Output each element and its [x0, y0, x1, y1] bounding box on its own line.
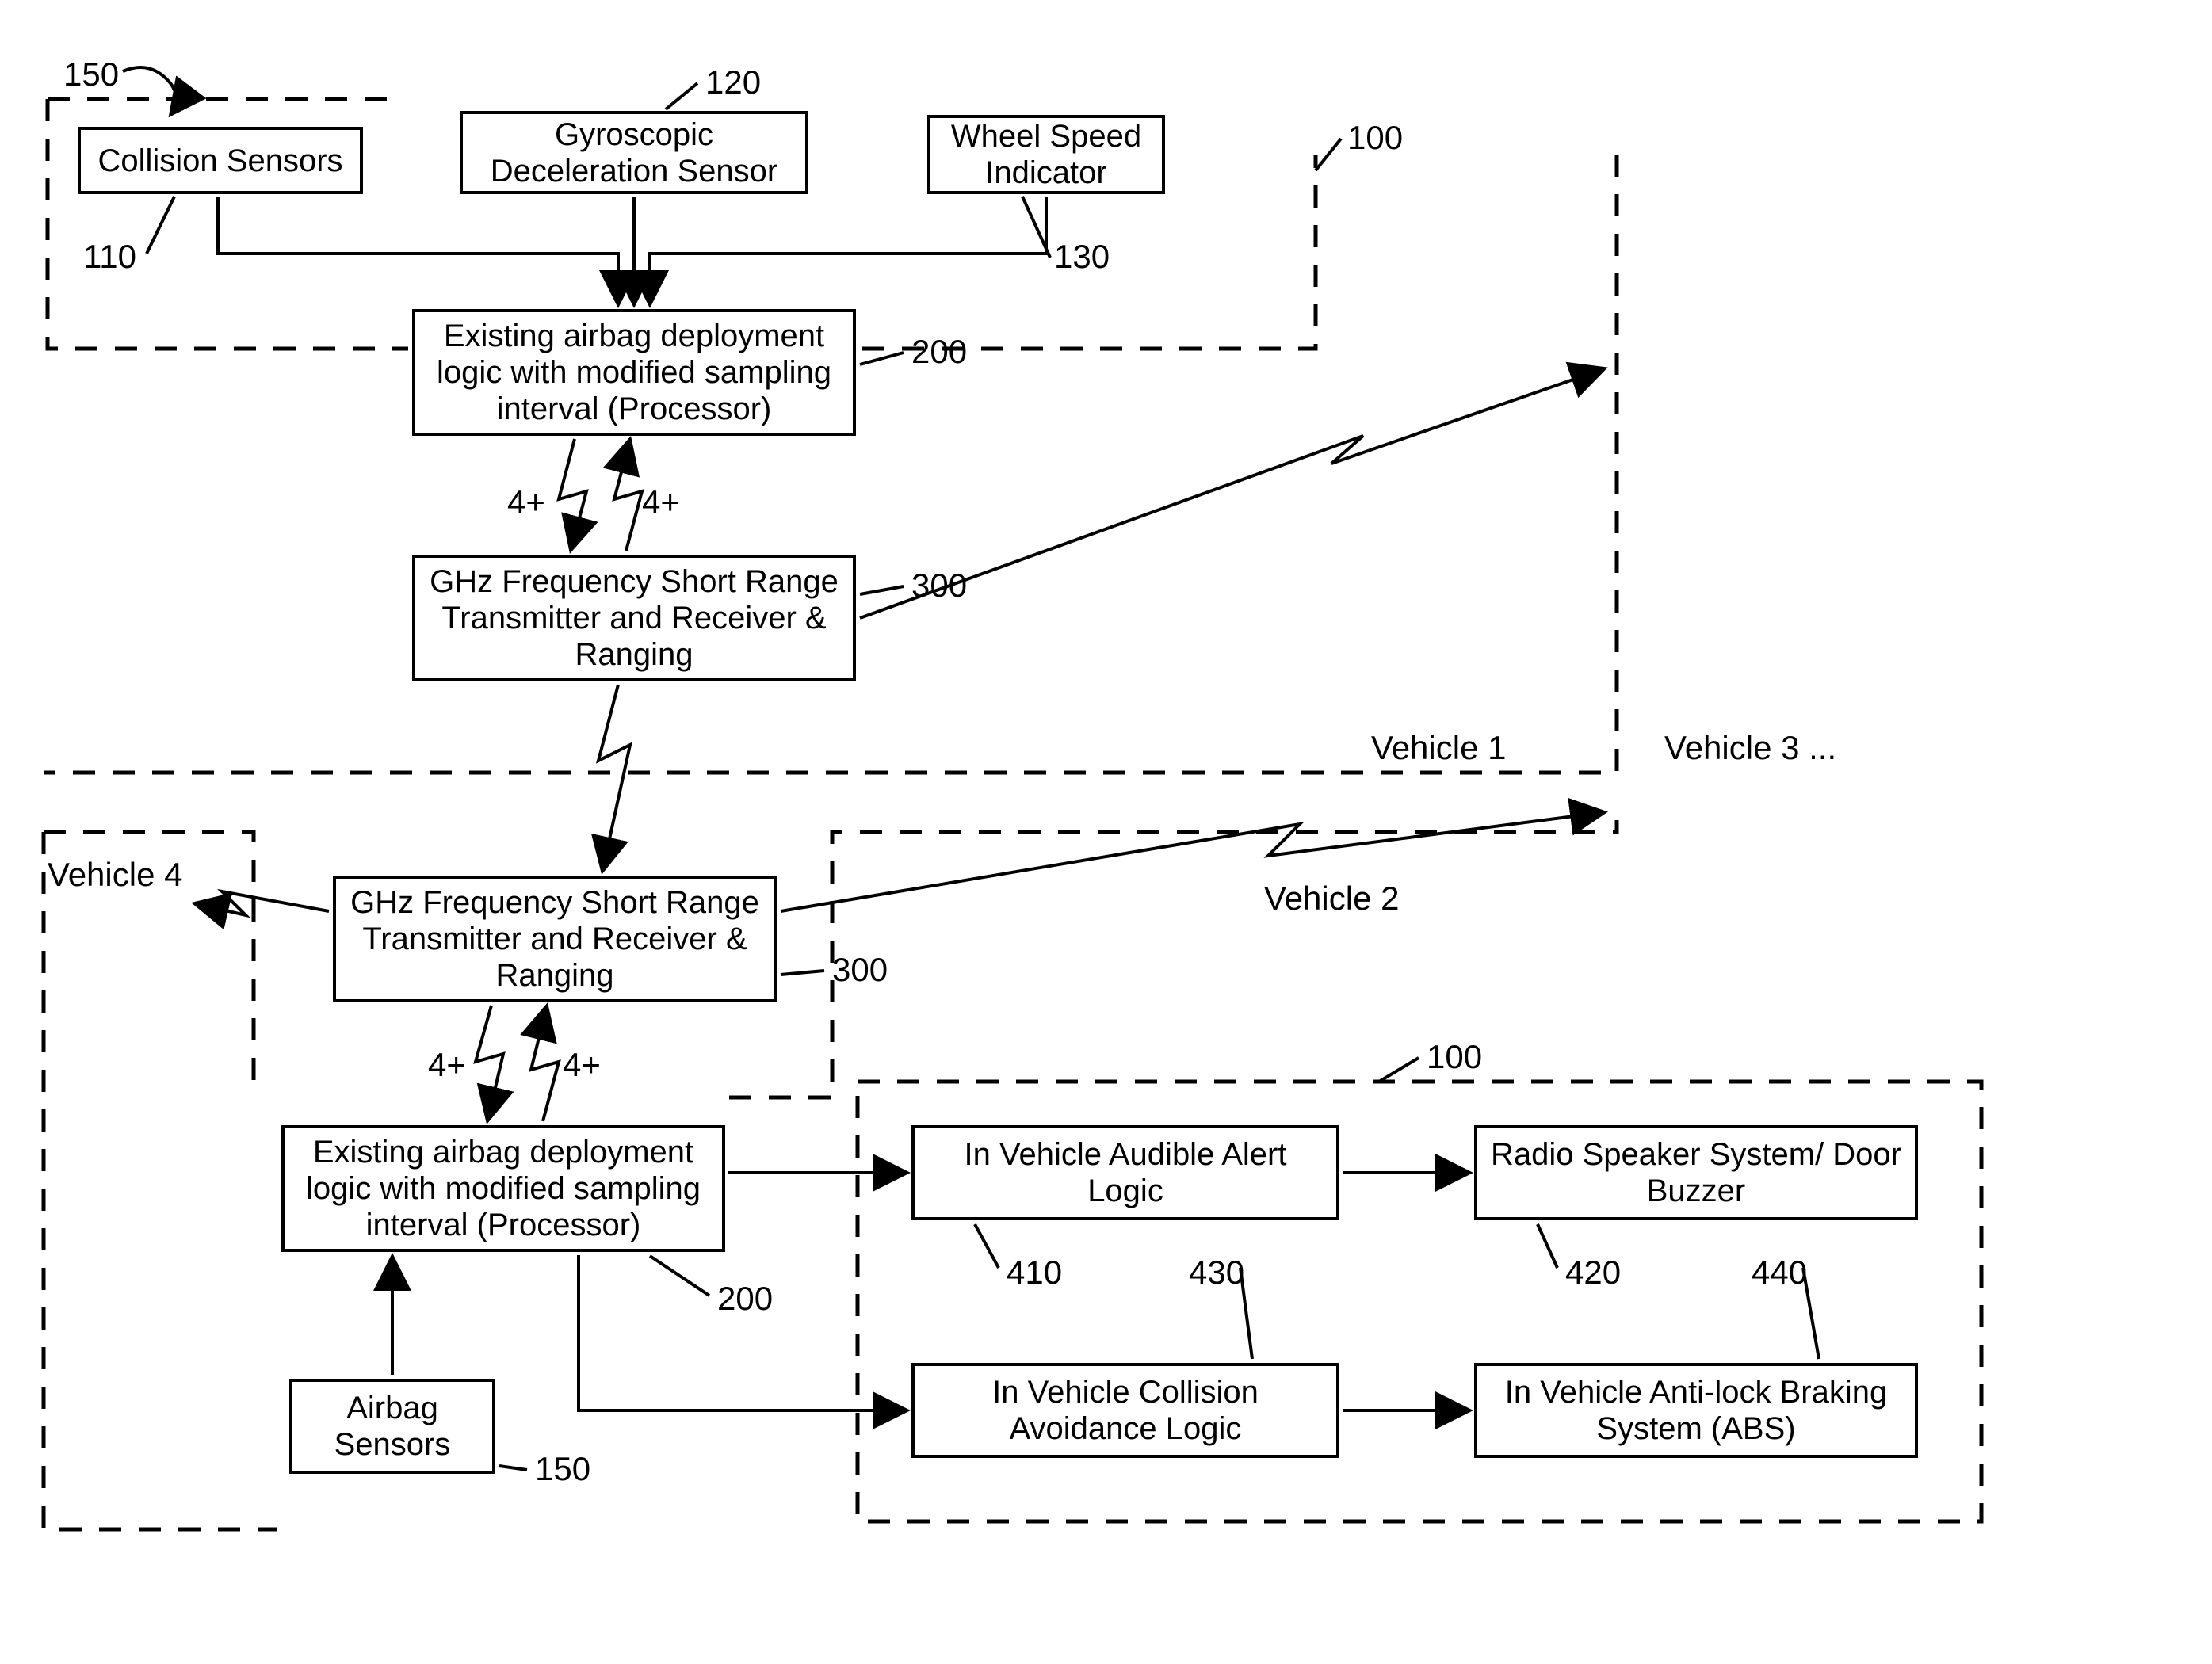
leadline-150-bot	[499, 1466, 527, 1470]
leadline-300-top	[860, 586, 904, 594]
label-4plus-a: 4+	[507, 483, 545, 521]
arrow-txrx-top-to-bot	[598, 685, 630, 872]
dashed-boundary-vehicle2	[44, 820, 1617, 1529]
box-speaker: Radio Speaker System/ Door Buzzer	[1474, 1125, 1918, 1220]
arrow-150-leadin	[123, 67, 177, 115]
ref-130: 130	[1054, 238, 1110, 276]
box-label: Gyroscopic Deceleration Sensor	[474, 116, 794, 189]
arrow-wheel-to-proc	[650, 197, 1046, 305]
leadline-200-bot	[650, 1256, 709, 1296]
label-vehicle-1: Vehicle 1	[1371, 729, 1506, 767]
arrow-collision-to-proc	[218, 197, 618, 305]
box-label: In Vehicle Anti-lock Braking System (ABS…	[1488, 1374, 1904, 1447]
box-label: Collision Sensors	[97, 143, 342, 179]
ref-100-bot: 100	[1427, 1038, 1482, 1076]
box-label: GHz Frequency Short Range Transmitter an…	[426, 563, 842, 673]
arrow-proc-to-txrx-top	[559, 439, 586, 551]
ref-430: 430	[1189, 1254, 1244, 1292]
ref-200-bot: 200	[717, 1280, 773, 1318]
ref-110: 110	[83, 238, 136, 276]
box-label: Radio Speaker System/ Door Buzzer	[1488, 1136, 1904, 1209]
label-vehicle-4: Vehicle 4	[48, 856, 182, 894]
ref-420: 420	[1565, 1254, 1621, 1292]
box-label: In Vehicle Audible Alert Logic	[926, 1136, 1325, 1209]
label-4plus-b: 4+	[642, 483, 680, 521]
box-wheel-speed: Wheel Speed Indicator	[927, 115, 1165, 194]
box-processor-top: Existing airbag deployment logic with mo…	[412, 309, 856, 436]
label-vehicle-2: Vehicle 2	[1264, 880, 1399, 918]
leadline-130	[1022, 197, 1050, 258]
ref-440: 440	[1752, 1254, 1807, 1292]
box-label: Existing airbag deployment logic with mo…	[426, 318, 842, 427]
ref-150-top: 150	[63, 55, 119, 94]
box-abs: In Vehicle Anti-lock Braking System (ABS…	[1474, 1363, 1918, 1458]
box-collision-sensors: Collision Sensors	[78, 127, 363, 194]
ref-120: 120	[705, 63, 761, 101]
box-label: Existing airbag deployment logic with mo…	[296, 1134, 711, 1243]
arrow-proc-to-txrx-bot	[531, 1006, 559, 1121]
ref-300-top: 300	[911, 567, 967, 605]
arrow-proc-to-collision	[579, 1255, 907, 1410]
leadline-200-top	[860, 353, 904, 364]
ref-200-top: 200	[911, 333, 967, 371]
box-label: Wheel Speed Indicator	[942, 118, 1151, 191]
ref-100-top: 100	[1347, 119, 1403, 157]
arrow-txrx-to-proc-top	[614, 439, 642, 551]
arrow-txrx-bot-left	[194, 891, 329, 915]
ref-150-bot: 150	[535, 1450, 590, 1488]
label-vehicle-3: Vehicle 3 ...	[1664, 729, 1836, 767]
leadline-100-bot	[1379, 1058, 1419, 1082]
label-4plus-d: 4+	[563, 1046, 601, 1084]
arrow-txrx-top-right	[860, 368, 1605, 618]
ref-300-bot: 300	[832, 951, 888, 989]
box-gyro-sensor: Gyroscopic Deceleration Sensor	[460, 111, 808, 194]
leadline-120	[666, 83, 697, 109]
leadline-110	[147, 197, 174, 254]
leadline-420	[1538, 1224, 1557, 1268]
arrow-txrx-to-proc-bot	[476, 1006, 503, 1121]
leadline-100-top	[1316, 139, 1341, 170]
leadline-300-bot	[781, 971, 824, 975]
box-airbag-sensors: Airbag Sensors	[289, 1379, 495, 1474]
box-label: In Vehicle Collision Avoidance Logic	[926, 1374, 1325, 1447]
box-txrx-bot: GHz Frequency Short Range Transmitter an…	[333, 876, 777, 1002]
box-processor-bot: Existing airbag deployment logic with mo…	[281, 1125, 725, 1252]
box-alert-logic: In Vehicle Audible Alert Logic	[911, 1125, 1339, 1220]
box-label: Airbag Sensors	[304, 1390, 481, 1463]
arrow-txrx-bot-right	[781, 812, 1605, 911]
box-collision-logic: In Vehicle Collision Avoidance Logic	[911, 1363, 1339, 1458]
box-txrx-top: GHz Frequency Short Range Transmitter an…	[412, 555, 856, 681]
label-4plus-c: 4+	[428, 1046, 466, 1084]
diagram-canvas: Collision Sensors Gyroscopic Deceleratio…	[16, 16, 2212, 1648]
box-label: GHz Frequency Short Range Transmitter an…	[347, 884, 762, 994]
ref-410: 410	[1007, 1254, 1062, 1292]
leadline-410	[975, 1224, 999, 1268]
